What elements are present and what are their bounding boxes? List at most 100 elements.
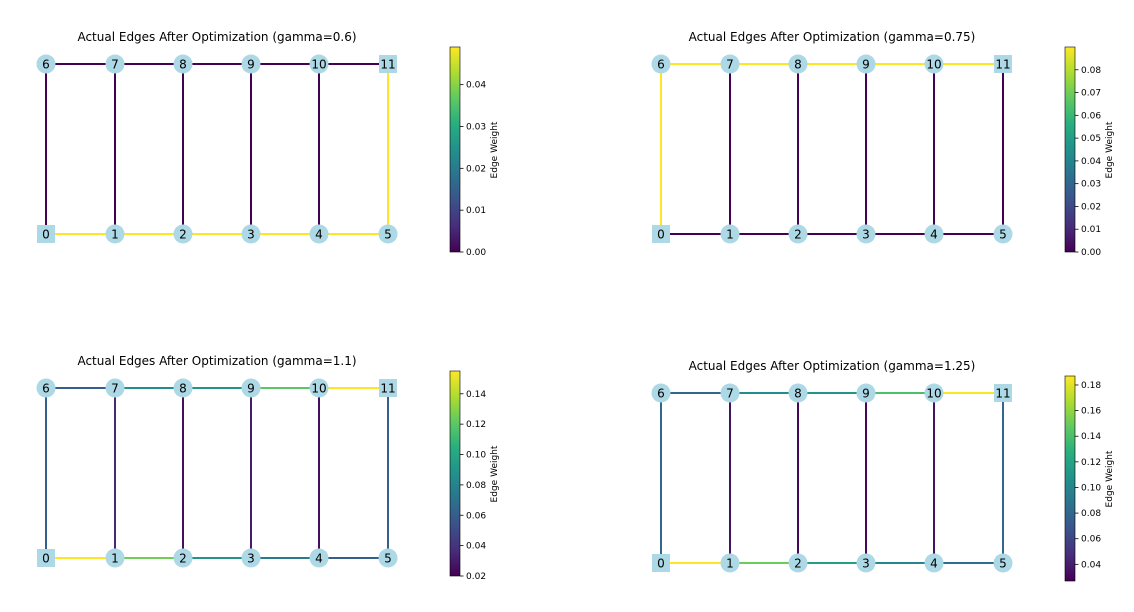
node-9 [241,378,261,398]
node-label-5: 5 [999,228,1007,242]
colorbar-tick-label: 0.01 [1081,225,1101,235]
node-label-3: 3 [247,228,255,242]
panel-title: Actual Edges After Optimization (gamma=1… [689,359,976,373]
node-label-1: 1 [111,552,119,566]
node-6 [36,378,56,398]
colorbar-tick-label: 0.02 [466,164,486,174]
colorbar: 0.04 0.06 0.08 0.10 0.12 0.14 0.16 0.18 Edge We… [1064,375,1115,582]
colorbar-tick-label: 0.18 [1081,381,1101,391]
colorbar-tick-label: 0.04 [466,542,486,552]
node-11-square [379,55,397,73]
node-label-9: 9 [862,58,870,72]
colorbar-tick-label: 0.06 [1081,111,1101,121]
node-label-3: 3 [247,552,255,566]
graph-nodes: 0 1 2 3 4 5 6 7 8 9 10 11 [651,383,1013,573]
node-1 [105,224,125,244]
colorbar-tick-label: 0.14 [466,390,486,400]
node-0-square [37,549,55,567]
node-10 [309,378,329,398]
node-label-1: 1 [726,228,734,242]
colorbar-tick-label: 0.10 [1081,483,1101,493]
graph-edges [660,63,1004,235]
colorbar-tick-label: 0.02 [466,572,486,582]
colorbar-label: Edge Weight [1105,121,1115,178]
colorbar-ticks: 0.02 0.04 0.06 0.08 0.10 0.12 0.14 [460,390,486,582]
node-label-11: 11 [995,387,1010,401]
node-label-10: 10 [311,382,326,396]
colorbar-tick-label: 0.12 [466,420,486,430]
node-label-10: 10 [926,58,941,72]
panel-title: Actual Edges After Optimization (gamma=0… [77,30,356,44]
node-1 [720,224,740,244]
node-label-8: 8 [179,382,187,396]
node-label-3: 3 [862,557,870,571]
colorbar-tick-label: 0.14 [1081,432,1101,442]
colorbar-tick-label: 0.16 [1081,407,1101,417]
colorbar-tick-label: 0.10 [466,451,486,461]
node-4 [924,553,944,573]
node-7 [720,383,740,403]
node-0-square [652,554,670,572]
node-label-6: 6 [42,58,50,72]
node-10 [309,54,329,74]
graph-nodes: 0 1 2 3 4 5 6 7 8 9 10 11 [36,378,398,568]
panel-gamma-1-25: Actual Edges After Optimization (gamma=1… [651,359,1115,582]
panel-gamma-0-75: Actual Edges After Optimization (gamma=0… [651,30,1115,258]
colorbar-label: Edge Weight [490,445,500,502]
colorbar-tick-label: 0.00 [1081,248,1101,258]
node-4 [924,224,944,244]
node-label-11: 11 [380,382,395,396]
node-label-10: 10 [926,387,941,401]
node-11-square [379,379,397,397]
node-label-0: 0 [657,557,665,571]
graph-nodes: 0 1 2 3 4 5 6 7 8 9 10 11 [651,54,1013,244]
node-label-5: 5 [384,228,392,242]
node-label-6: 6 [657,58,665,72]
panel-title: Actual Edges After Optimization (gamma=0… [689,30,976,44]
colorbar-tick-label: 0.03 [466,122,486,132]
node-5 [378,224,398,244]
colorbar-tick-label: 0.04 [1081,157,1101,167]
colorbar-label: Edge Weight [490,121,500,178]
node-label-8: 8 [794,58,802,72]
node-label-6: 6 [657,387,665,401]
node-3 [241,224,261,244]
node-3 [241,548,261,568]
node-9 [241,54,261,74]
node-5 [993,553,1013,573]
node-label-2: 2 [794,228,802,242]
node-7 [105,54,125,74]
colorbar-tick-label: 0.04 [466,81,486,91]
colorbar-ticks: 0.04 0.06 0.08 0.10 0.12 0.14 0.16 0.18 [1075,381,1101,570]
node-label-4: 4 [315,552,323,566]
node-label-4: 4 [930,557,938,571]
node-label-2: 2 [794,557,802,571]
node-label-7: 7 [726,387,734,401]
colorbar-tick-label: 0.04 [1081,560,1101,570]
node-label-5: 5 [999,557,1007,571]
colorbar-tick-label: 0.03 [1081,180,1101,190]
node-6 [651,54,671,74]
node-0-square [652,225,670,243]
node-label-0: 0 [657,228,665,242]
node-label-9: 9 [247,58,255,72]
node-label-0: 0 [42,552,50,566]
node-label-0: 0 [42,228,50,242]
node-label-2: 2 [179,552,187,566]
node-2 [788,224,808,244]
colorbar-tick-label: 0.08 [1081,66,1101,76]
node-label-4: 4 [315,228,323,242]
node-7 [720,54,740,74]
colorbar-gradient [1064,375,1076,582]
node-2 [173,548,193,568]
node-9 [856,383,876,403]
colorbar-tick-label: 0.00 [466,248,486,258]
node-label-9: 9 [862,387,870,401]
node-10 [924,54,944,74]
node-9 [856,54,876,74]
colorbar-tick-label: 0.12 [1081,458,1101,468]
node-2 [788,553,808,573]
node-6 [36,54,56,74]
node-4 [309,548,329,568]
colorbar-gradient [1064,46,1076,253]
